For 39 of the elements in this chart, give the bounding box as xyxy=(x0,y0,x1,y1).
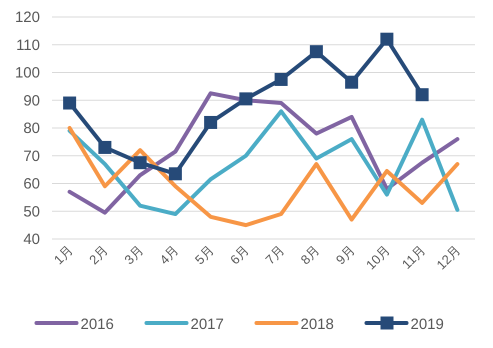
point xyxy=(380,32,394,46)
x-tick-label: 12月 xyxy=(433,242,464,273)
x-tick-label: 4月 xyxy=(156,242,182,268)
y-tick-label: 70 xyxy=(23,148,40,165)
point xyxy=(204,116,218,129)
legend-label: 2018 xyxy=(300,316,334,333)
point xyxy=(274,72,288,86)
y-tick-label: 90 xyxy=(23,92,40,110)
point xyxy=(239,92,252,106)
x-tick-label: 1月 xyxy=(50,242,76,268)
legend-label: 2016 xyxy=(80,316,114,333)
y-tick-label: 100 xyxy=(14,64,40,82)
x-tick-label: 2月 xyxy=(86,242,111,268)
line-series xyxy=(68,91,460,215)
x-tick-label: 3月 xyxy=(121,242,146,268)
x-tick-label: 11月 xyxy=(398,242,428,272)
x-tick-label: 5月 xyxy=(192,242,217,268)
x-tick-label: 6月 xyxy=(227,242,252,268)
y-tick-label: 60 xyxy=(23,176,40,192)
point xyxy=(416,88,429,102)
line-series xyxy=(68,126,460,228)
point xyxy=(345,76,358,89)
y-tick-label: 120 xyxy=(14,9,40,26)
point xyxy=(168,167,182,180)
point xyxy=(98,140,112,154)
x-tick-label: 9月 xyxy=(332,242,358,268)
x-tick-label: 10月 xyxy=(362,242,393,273)
point xyxy=(63,96,76,110)
y-tick-label: 110 xyxy=(16,36,40,54)
legend-label: 2017 xyxy=(190,316,224,333)
point xyxy=(134,156,147,170)
x-tick-label: 7月 xyxy=(262,242,288,268)
legend-label: 2019 xyxy=(410,316,444,333)
y-tick-label: 50 xyxy=(23,203,40,220)
point xyxy=(310,45,323,58)
line-series xyxy=(68,109,460,216)
y-tick-label: 40 xyxy=(23,231,40,248)
x-tick-label: 8月 xyxy=(298,242,322,268)
y-tick-label: 80 xyxy=(23,120,40,137)
